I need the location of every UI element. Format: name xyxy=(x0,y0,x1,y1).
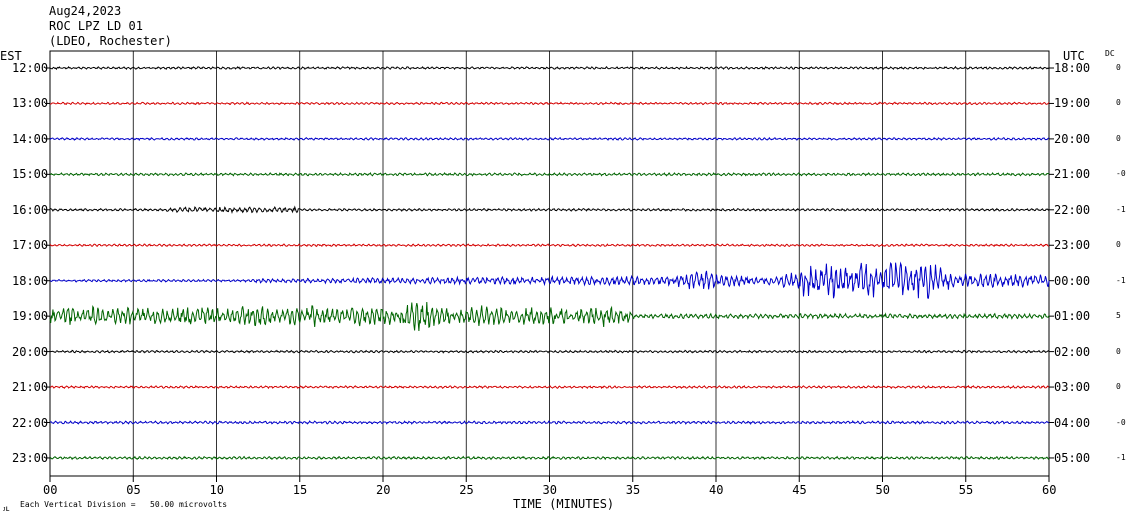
trace-row-1500 xyxy=(49,171,1050,177)
x-tick-label-35: 35 xyxy=(625,483,641,497)
trace-row-1200 xyxy=(49,65,1050,71)
utc-label: 21:00 xyxy=(1054,167,1091,182)
plot-grid xyxy=(45,50,1054,482)
scale-note: Each Vertical Division = 50.00 microvolt… xyxy=(20,500,228,509)
dc-value: 0 xyxy=(1116,240,1121,250)
dc-value: -1 xyxy=(1116,204,1126,214)
est-label: 20:00 xyxy=(12,344,49,359)
est-label: 15:00 xyxy=(12,167,49,182)
dc-value: 0 xyxy=(1116,63,1121,72)
trace-row-2200 xyxy=(49,420,1050,426)
dc-value: 0 xyxy=(1116,133,1121,143)
est-label: 19:00 xyxy=(12,309,49,324)
header-station: ROC LPZ LD 01 xyxy=(49,19,143,33)
est-label: 22:00 xyxy=(12,415,49,430)
utc-label: 04:00 xyxy=(1054,415,1091,430)
x-tick-label-15: 15 xyxy=(292,483,308,497)
x-tick-label-20: 20 xyxy=(376,483,391,497)
right-timezone-label: UTC xyxy=(1063,49,1085,63)
x-tick-label-30: 30 xyxy=(542,483,557,497)
trace-row-1600 xyxy=(49,205,1050,215)
utc-label: 20:00 xyxy=(1054,131,1091,146)
dc-value: 0 xyxy=(1116,98,1121,108)
x-tick-label-40: 40 xyxy=(709,483,724,497)
est-label: 14:00 xyxy=(12,131,49,146)
trace-row-2000 xyxy=(49,349,1050,354)
est-label: 13:00 xyxy=(12,96,49,111)
seismic-traces xyxy=(49,65,1050,461)
utc-label: 22:00 xyxy=(1054,202,1091,217)
est-label: 21:00 xyxy=(12,380,49,395)
x-tick-label-55: 55 xyxy=(958,483,974,497)
est-label: 12:00 xyxy=(12,61,49,75)
dc-value: -1 xyxy=(1116,275,1126,285)
trace-row-1900 xyxy=(49,301,1050,332)
utc-label: 19:00 xyxy=(1054,96,1091,111)
dc-value: -0 xyxy=(1116,417,1126,427)
utc-label: 02:00 xyxy=(1054,344,1091,359)
utc-label: 00:00 xyxy=(1054,273,1091,288)
dc-value: 0 xyxy=(1116,346,1121,356)
utc-label: 03:00 xyxy=(1054,380,1091,395)
x-tick-label-60: 60 xyxy=(1042,483,1057,497)
trace-row-1800 xyxy=(49,261,1050,299)
x-tick-label-10: 10 xyxy=(209,483,224,497)
x-axis-label: TIME (MINUTES) xyxy=(513,497,615,511)
dc-value: 0 xyxy=(1116,382,1121,392)
dc-value: 5 xyxy=(1116,311,1121,321)
est-label: 16:00 xyxy=(12,202,49,217)
header-date: Aug24,2023 xyxy=(49,4,122,18)
trace-row-2300 xyxy=(49,455,1050,461)
utc-label: 05:00 xyxy=(1054,450,1091,465)
x-tick-label-45: 45 xyxy=(792,483,807,497)
est-label: 18:00 xyxy=(12,273,49,288)
x-tick-label-00: 00 xyxy=(43,483,58,497)
utc-label: 23:00 xyxy=(1054,238,1091,253)
dc-header-label: DC xyxy=(1105,49,1115,58)
dc-value: -1 xyxy=(1116,452,1126,462)
x-tick-label-50: 50 xyxy=(875,483,890,497)
dc-value: -0 xyxy=(1116,169,1126,179)
trace-row-1700 xyxy=(49,243,1050,248)
x-tick-label-25: 25 xyxy=(459,483,474,497)
left-timezone-label: EST xyxy=(0,49,22,63)
utc-label: 01:00 xyxy=(1054,309,1091,324)
est-label: 23:00 xyxy=(12,450,49,465)
est-label: 17:00 xyxy=(12,238,49,253)
utc-label: 18:00 xyxy=(1054,61,1091,75)
trace-row-1300 xyxy=(49,101,1050,106)
logo-mark: ᴊʟ xyxy=(3,504,11,513)
header-location: (LDEO, Rochester) xyxy=(49,34,172,48)
trace-row-1400 xyxy=(49,136,1050,142)
x-tick-label-05: 05 xyxy=(126,483,141,497)
trace-row-2100 xyxy=(50,384,1050,390)
